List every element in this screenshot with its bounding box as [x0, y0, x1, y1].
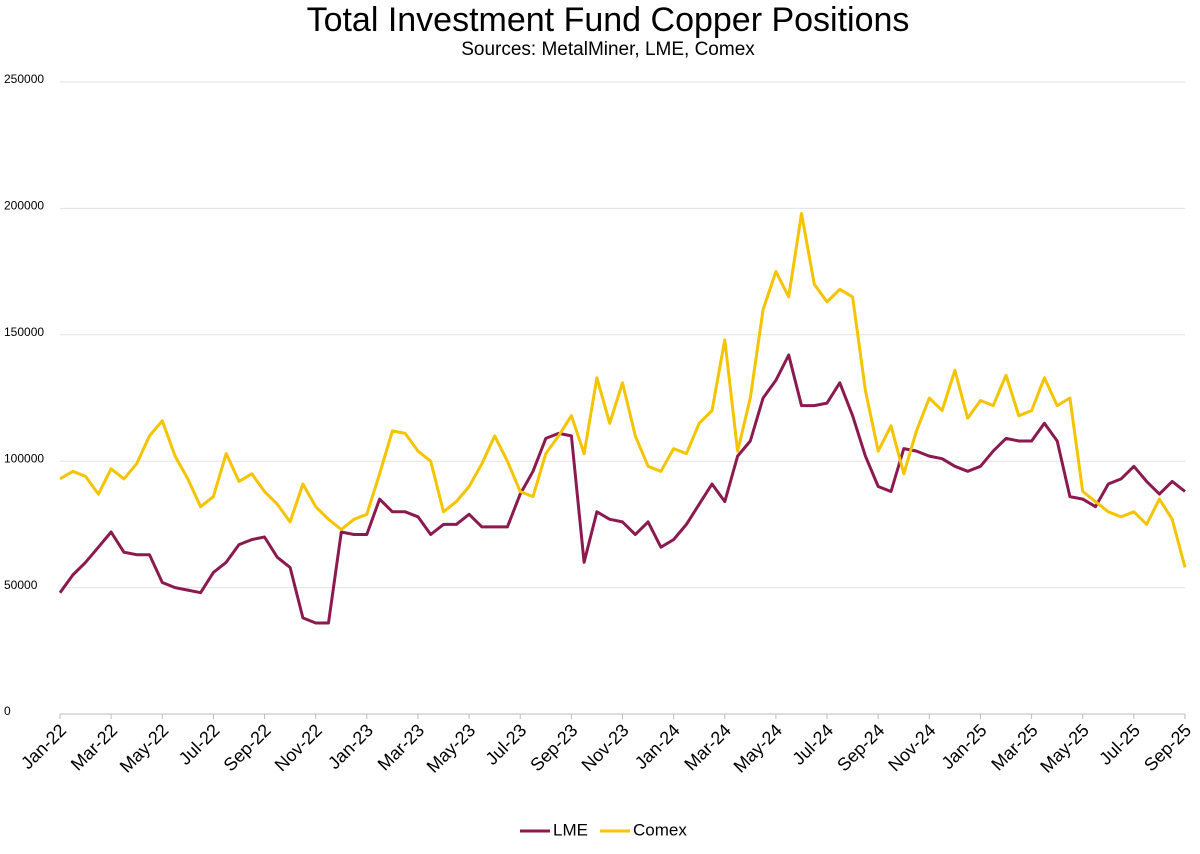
- x-tick-label: Mar-25: [987, 720, 1041, 774]
- x-tick-label: Jan-23: [324, 720, 377, 773]
- x-tick-label: Nov-23: [578, 720, 633, 775]
- x-tick-label: Jan-24: [631, 720, 684, 773]
- x-tick-label: Sep-22: [220, 720, 275, 775]
- x-tick-label: May-24: [730, 720, 787, 777]
- x-tick-label: Jul-25: [1095, 720, 1144, 769]
- x-tick-label: Jul-24: [788, 720, 837, 769]
- x-tick-label: May-23: [423, 720, 480, 777]
- x-tick-label: Jan-25: [938, 720, 991, 773]
- y-tick-label: 50000: [4, 578, 38, 592]
- y-tick-label: 150000: [4, 325, 44, 339]
- x-tick-label: Jul-23: [482, 720, 531, 769]
- x-tick-label: Mar-22: [67, 720, 121, 774]
- x-tick-label: Mar-23: [374, 720, 428, 774]
- x-tick-label: May-22: [116, 720, 173, 777]
- chart-title: Total Investment Fund Copper Positions: [307, 1, 910, 39]
- chart-subtitle: Sources: MetalMiner, LME, Comex: [461, 39, 755, 60]
- legend-label: LME: [553, 820, 588, 839]
- x-tick-label: Sep-25: [1140, 720, 1195, 775]
- x-tick-label: May-25: [1036, 720, 1093, 777]
- x-tick-label: Mar-24: [681, 720, 735, 774]
- y-tick-label: 0: [4, 704, 11, 718]
- y-tick-label: 200000: [4, 199, 44, 213]
- y-tick-label: 100000: [4, 451, 44, 465]
- x-tick-label: Nov-22: [271, 720, 326, 775]
- x-tick-label: Jul-22: [175, 720, 224, 769]
- x-tick-label: Sep-23: [526, 720, 581, 775]
- legend-label: Comex: [633, 820, 687, 839]
- x-tick-label: Jan-22: [17, 720, 70, 773]
- line-series: [59, 212, 1187, 568]
- x-tick-label: Sep-24: [833, 720, 888, 775]
- x-tick-label: Nov-24: [884, 720, 939, 775]
- line-series: [58, 353, 1186, 625]
- y-tick-label: 250000: [4, 72, 44, 86]
